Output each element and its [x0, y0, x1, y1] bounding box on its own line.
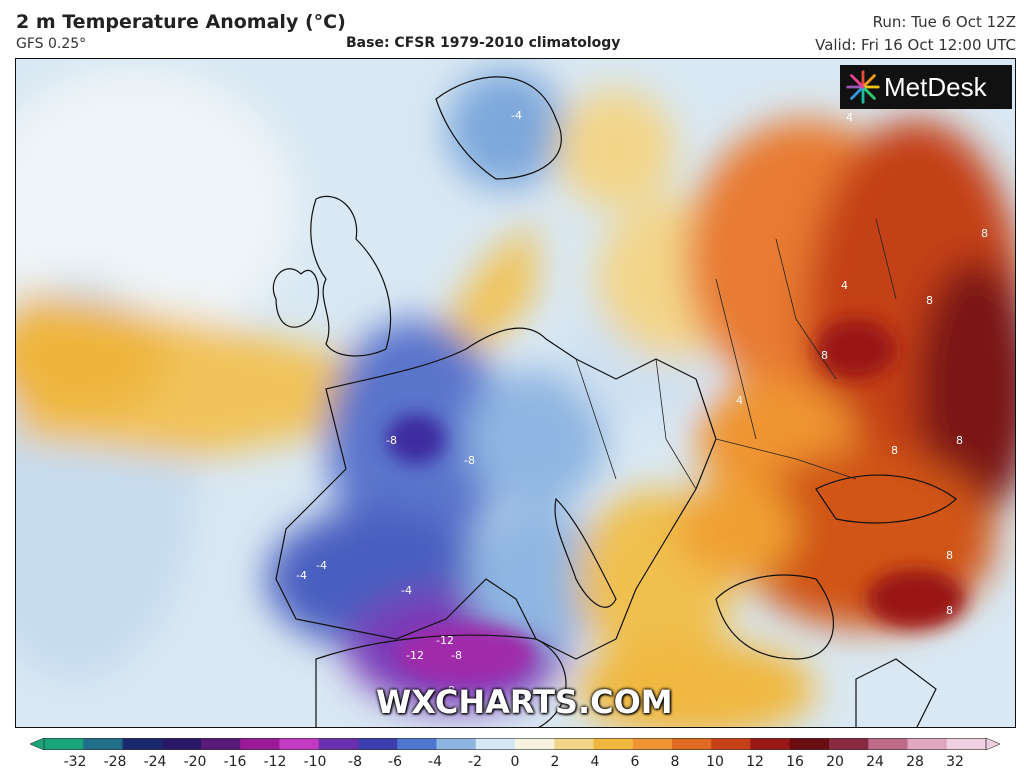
middle-east-outline: [855, 658, 937, 727]
colorbar-min-arrow: [30, 738, 45, 750]
contour-label: 4: [846, 111, 853, 124]
chart-header: 2 m Temperature Anomaly (°C) GFS 0.25° B…: [0, 0, 1024, 58]
colorbar-tick-label: -6: [388, 754, 402, 770]
colorbar-tick-label: -4: [428, 754, 442, 770]
contour-label: -4: [401, 584, 412, 597]
colorbar-tick-label: -20: [183, 754, 207, 770]
colorbar-segment: [829, 738, 869, 750]
black-sea-outline: [815, 474, 957, 524]
colorbar-segment: [318, 738, 359, 750]
ireland-outline: [272, 268, 319, 328]
metdesk-logo-text: MetDesk: [884, 71, 987, 102]
colorbar-segment: [358, 738, 398, 750]
contour-label: -12: [406, 649, 424, 662]
colorbar-segment: [632, 738, 673, 750]
colorbar-tick-label: -24: [143, 754, 167, 770]
coastlines: [272, 76, 957, 727]
contour-labels: -4 -8 -8 -4 -4 -12 -12 -8 -8 -4 4 4 8 8 …: [296, 109, 988, 697]
colorbar-segment: [201, 738, 241, 750]
colorbar-tick-label: -12: [263, 754, 287, 770]
contour-label: -4: [296, 569, 307, 582]
colorbar-tick-label: 10: [706, 754, 724, 770]
colorbar-tick-label: 16: [786, 754, 804, 770]
colorbar-tick-label: -32: [63, 754, 87, 770]
contour-label: 8: [946, 604, 953, 617]
metdesk-starburst-icon: [846, 70, 880, 104]
metdesk-logo: MetDesk: [840, 65, 1012, 109]
colorbar-segment: [907, 738, 948, 750]
colorbar-segment: [83, 738, 123, 750]
colorbar-segment: [789, 738, 830, 750]
colorbar-segment: [868, 738, 908, 750]
colorbar: [30, 738, 1000, 750]
colorbar-tick-label: 12: [746, 754, 764, 770]
colorbar-segment: [554, 738, 594, 750]
contour-label: -4: [511, 109, 522, 122]
contour-label: -12: [436, 634, 454, 647]
map-canvas: -4 -8 -8 -4 -4 -12 -12 -8 -8 -4 4 4 8 8 …: [16, 59, 1015, 727]
contour-label: 8: [926, 294, 933, 307]
colorbar-tick-label: 20: [826, 754, 844, 770]
europe-mainland-outline: [275, 327, 717, 660]
colorbar-tick-label: 4: [590, 754, 600, 770]
anomaly-map: -4 -8 -8 -4 -4 -12 -12 -8 -8 -4 4 4 8 8 …: [15, 58, 1016, 728]
colorbar-tick-label: 32: [946, 754, 964, 770]
colorbar-segment: [672, 738, 712, 750]
wxcharts-watermark: WXCHARTS.COM: [376, 683, 673, 721]
colorbar-tick-label: 0: [510, 754, 520, 770]
colorbar-tick-label: -2: [468, 754, 482, 770]
colorbar-tick-label: -8: [348, 754, 362, 770]
chart-title: 2 m Temperature Anomaly (°C): [16, 11, 346, 33]
contour-label: -8: [444, 684, 455, 697]
contour-label: -8: [386, 434, 397, 447]
colorbar-tick-label: 28: [906, 754, 924, 770]
colorbar-ticks: -32 -28 -24 -20 -16 -12 -10 -8 -6 -4 -2 0 2 4 6 8 10 12 16…: [30, 754, 1000, 776]
colorbar-segment: [515, 738, 555, 750]
colorbar-segment: [593, 738, 634, 750]
colorbar-tick-label: 24: [866, 754, 884, 770]
scandinavia-outline: [435, 76, 562, 180]
colorbar-segment: [946, 738, 987, 750]
anomaly-shading-detail: [386, 319, 966, 684]
colorbar-segment: [475, 738, 516, 750]
italy-outline: [554, 497, 617, 608]
contour-label: 8: [981, 227, 988, 240]
run-label: Run: Tue 6 Oct 12Z: [872, 13, 1016, 31]
contour-label: 8: [946, 549, 953, 562]
contour-label: 4: [736, 394, 743, 407]
colorbar-segment: [240, 738, 280, 750]
colorbar-segment: [711, 738, 751, 750]
colorbar-segment: [279, 738, 320, 750]
colorbar-segment: [122, 738, 163, 750]
colorbar-segment: [750, 738, 791, 750]
greece-turkey-outline: [715, 574, 834, 660]
model-label: GFS 0.25°: [16, 36, 87, 52]
contour-label: 4: [841, 279, 848, 292]
contour-label: -8: [451, 649, 462, 662]
colorbar-tick-label: 6: [630, 754, 640, 770]
colorbar-max-arrow: [985, 738, 1000, 750]
contour-label: 8: [821, 349, 828, 362]
colorbar-segment: [397, 738, 437, 750]
contour-label: 8: [956, 434, 963, 447]
contour-label: -4: [316, 559, 327, 572]
great-britain-outline: [310, 195, 392, 357]
colorbar-segment: [436, 738, 477, 750]
colorbar-tick-label: -16: [223, 754, 247, 770]
colorbar-tick-label: 8: [670, 754, 680, 770]
colorbar-frame: [43, 738, 987, 750]
colorbar-segment: [44, 738, 84, 750]
colorbar-segment: [161, 738, 202, 750]
north-africa-outline: [315, 634, 567, 727]
base-climatology-label: Base: CFSR 1979-2010 climatology: [346, 35, 621, 51]
valid-time-label: Valid: Fri 16 Oct 12:00 UTC: [815, 36, 1016, 54]
contour-label: 8: [891, 444, 898, 457]
contour-label: -8: [464, 454, 475, 467]
country-borders: [575, 218, 897, 490]
colorbar-tick-label: -10: [303, 754, 327, 770]
colorbar-tick-label: 2: [550, 754, 560, 770]
colorbar-tick-label: -28: [103, 754, 127, 770]
